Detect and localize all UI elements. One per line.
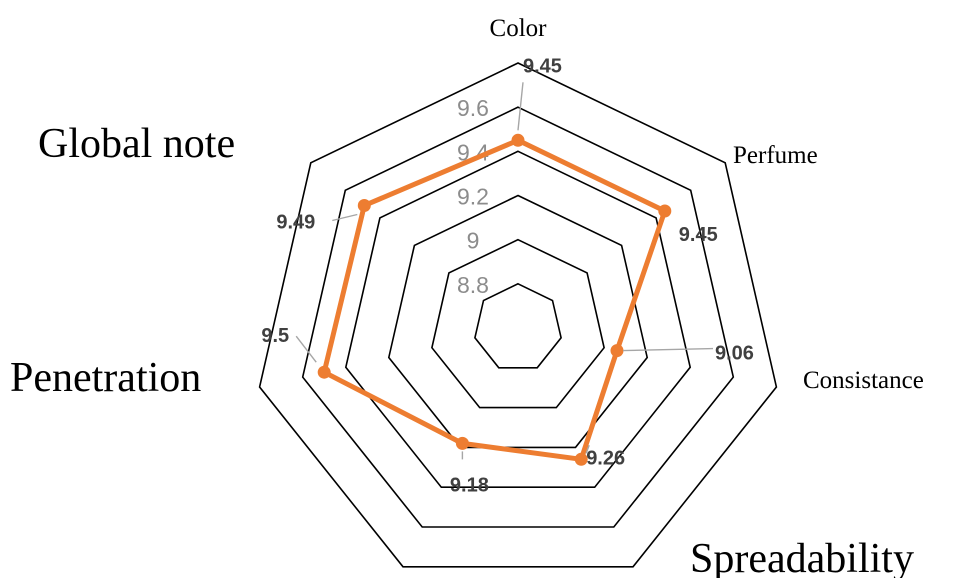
data-label: 9.49	[276, 212, 315, 234]
leader-line	[332, 213, 358, 222]
data-point	[610, 344, 624, 358]
category-label: Color	[490, 15, 548, 42]
tick-label: 9	[467, 228, 480, 254]
tick-label: 9.6	[457, 95, 489, 121]
grid-ring-5	[258, 62, 778, 568]
grid-ring-0	[474, 282, 562, 369]
data-label-layer: 9.45 9.45 9.06 9.26 9.18 9.5 9.49	[261, 55, 754, 496]
grid-ring-2	[387, 194, 649, 449]
leader-line	[295, 335, 317, 363]
category-label: Consistance	[803, 367, 924, 394]
data-point	[574, 452, 588, 466]
tick-label: 9.2	[457, 184, 489, 210]
data-label: 9.06	[715, 343, 754, 365]
category-label: Spreadability	[690, 536, 914, 578]
category-label: Perfume	[733, 142, 818, 169]
category-label: Penetration	[10, 355, 201, 401]
axis-label-layer: Color Perfume Consistance Spreadability Pene…	[10, 15, 924, 578]
grid-ring-1	[431, 238, 605, 409]
data-label: 9.45	[679, 224, 718, 246]
tick-layer: 8.899.29.49.6	[457, 95, 489, 298]
data-point	[317, 365, 331, 379]
leader-line	[585, 445, 590, 454]
data-label: 9.18	[450, 474, 489, 496]
series-line	[321, 137, 668, 462]
tick-label: 8.8	[457, 272, 489, 298]
data-point	[455, 436, 469, 450]
grid-layer	[258, 62, 778, 568]
data-point	[511, 133, 525, 147]
grid-ring-3	[344, 150, 692, 489]
leader-line	[517, 82, 524, 131]
category-label: Global note	[38, 121, 235, 167]
leader-line	[622, 347, 714, 352]
data-label: 9.26	[586, 447, 625, 469]
series-layer	[317, 133, 672, 466]
data-point	[658, 204, 672, 218]
data-label: 9.45	[523, 55, 562, 77]
data-label: 9.5	[261, 325, 289, 347]
data-point	[357, 199, 371, 212]
grid-ring-4	[301, 106, 735, 528]
